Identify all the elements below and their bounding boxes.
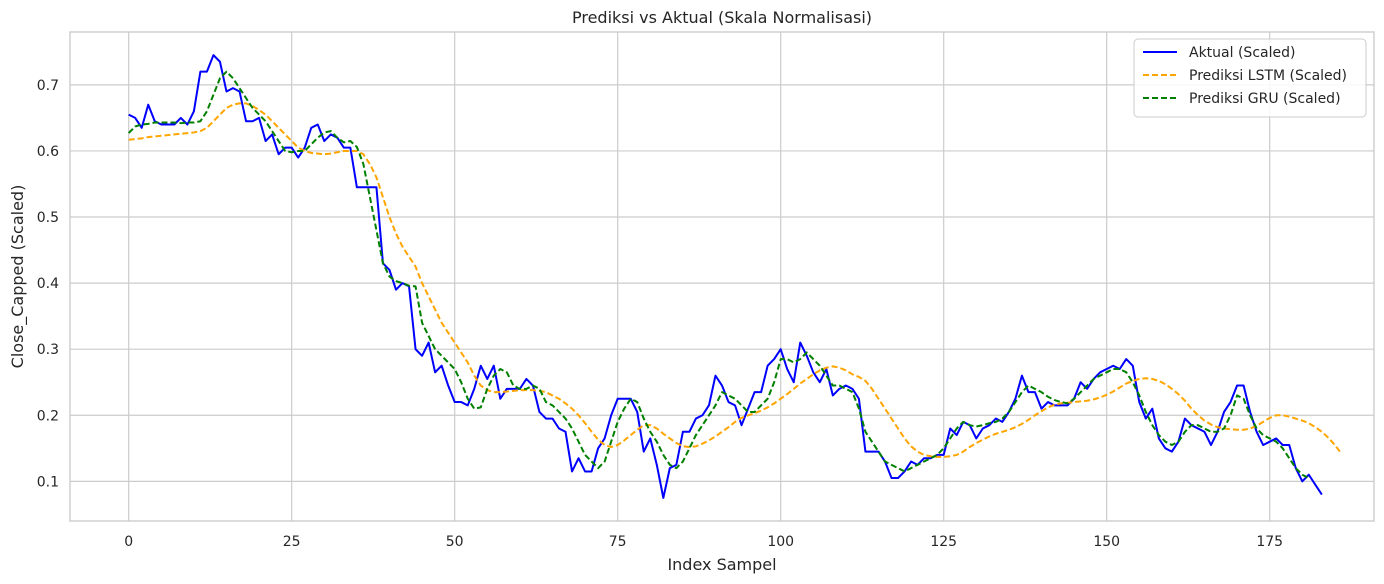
- chart-title: Prediksi vs Aktual (Skala Normalisasi): [572, 8, 872, 27]
- legend: Aktual (Scaled) Prediksi LSTM (Scaled) Pre…: [1133, 38, 1367, 118]
- y-tick-label: 0.4: [37, 276, 59, 292]
- legend-label: Prediksi LSTM (Scaled): [1189, 68, 1347, 84]
- legend-label: Prediksi GRU (Scaled): [1189, 91, 1341, 107]
- y-tick-label: 0.6: [37, 144, 59, 160]
- y-tick-label: 0.7: [37, 78, 59, 94]
- x-tick-label: 75: [609, 534, 627, 550]
- legend-box: [1133, 38, 1367, 118]
- y-axis-title: Close_Capped (Scaled): [8, 185, 28, 369]
- x-axis-title: Index Sampel: [667, 555, 776, 574]
- x-tick-label: 175: [1256, 534, 1283, 550]
- series-line: [127, 70, 1310, 479]
- y-tick-label: 0.5: [37, 210, 59, 226]
- y-tick-labels: 0.1 0.2 0.3 0.4 0.5 0.6 0.7: [37, 78, 59, 490]
- x-tick-labels: 0 25 50 75 100 125 150 175: [124, 534, 1283, 550]
- legend-label: Aktual (Scaled): [1189, 45, 1295, 61]
- x-tick-label: 125: [930, 534, 957, 550]
- y-tick-label: 0.3: [37, 342, 59, 358]
- x-tick-label: 50: [446, 534, 464, 550]
- series-line: [128, 102, 1343, 458]
- x-tick-label: 0: [124, 534, 133, 550]
- x-tick-label: 150: [1093, 534, 1120, 550]
- x-tick-label: 25: [283, 534, 301, 550]
- x-tick-label: 100: [767, 534, 794, 550]
- plot-frame: [69, 31, 1375, 522]
- series-layer: [127, 54, 1343, 499]
- y-tick-label: 0.2: [37, 408, 59, 424]
- y-tick-label: 0.1: [37, 474, 59, 490]
- y-grid: [70, 84, 1374, 482]
